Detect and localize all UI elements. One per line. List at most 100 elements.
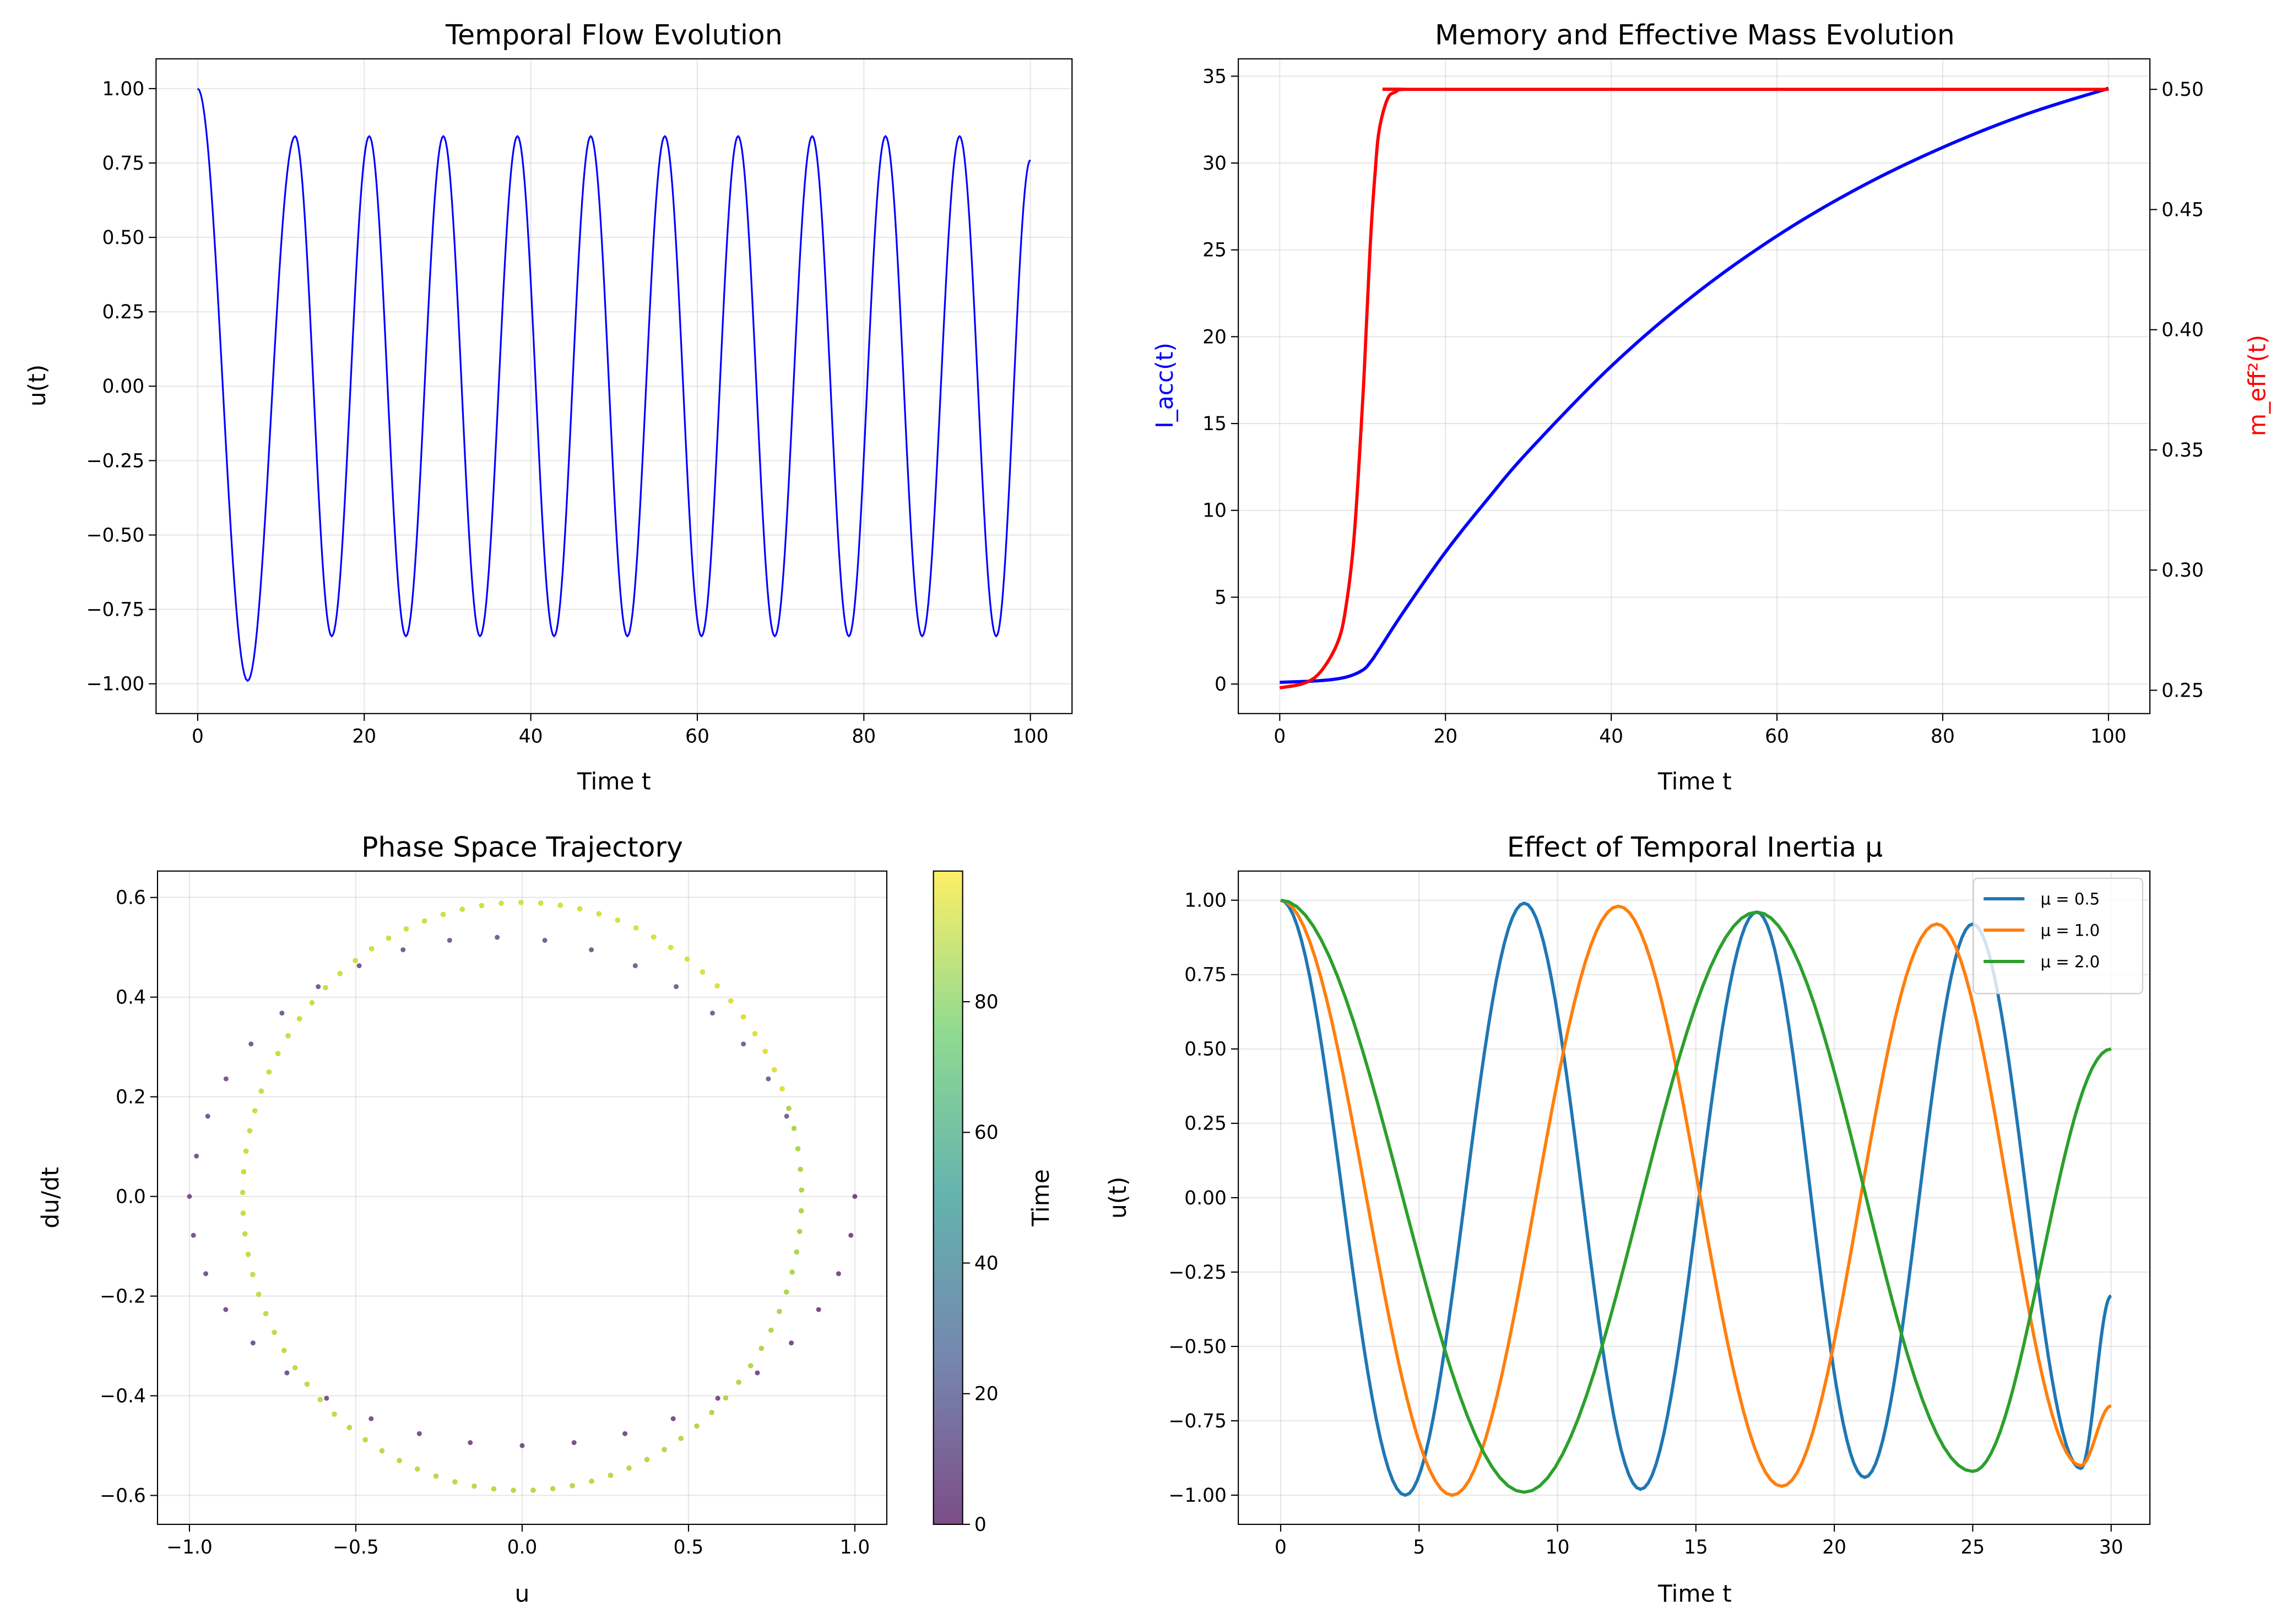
x-axis-label: Time t [1657, 768, 1732, 795]
scatter-point [797, 1229, 803, 1234]
scatter-point [789, 1340, 794, 1346]
scatter-point [622, 1431, 628, 1436]
legend-label: μ = 0.5 [2040, 890, 2100, 909]
y-tick-label: 0 [1215, 674, 1227, 696]
scatter-point [317, 1397, 323, 1403]
axes-frame [156, 870, 888, 1525]
scatter-point [779, 1086, 785, 1091]
x-tick-label: 25 [1961, 1536, 1985, 1558]
panel-temporal-inertia: Effect of Temporal Inertia μ Time t u(t)… [1104, 830, 2151, 1607]
scatter-point [241, 1169, 246, 1175]
x-tick-label: 100 [2090, 726, 2127, 748]
scatter-point [498, 900, 504, 906]
scatter-point [784, 1114, 789, 1119]
colorbar-tick-label: 80 [974, 991, 999, 1013]
y-tick-label: 0.6 [116, 887, 146, 909]
scatter-point [608, 1473, 613, 1478]
series-line-mu [1280, 898, 2112, 1494]
scatter-point [684, 957, 690, 962]
scatter-point [223, 1307, 229, 1312]
scatter-point [242, 1231, 248, 1237]
x-tick-label: −1.0 [166, 1536, 213, 1558]
y-tick-label: −0.4 [100, 1385, 146, 1407]
scatter-point [479, 903, 484, 908]
y-tick-label: 0.50 [1184, 1039, 1227, 1061]
scatter-point [194, 1153, 199, 1159]
scatter-point [272, 1329, 277, 1335]
scatter-point [356, 963, 362, 969]
y-tick-label: 15 [1202, 413, 1227, 435]
scatter-point [324, 1395, 329, 1401]
axes-frame [155, 58, 1073, 714]
scatter-point [240, 1210, 246, 1216]
scatter-point [768, 1328, 774, 1333]
scatter-point [292, 1365, 298, 1371]
x-tick-label: 80 [852, 726, 876, 748]
scatter-point [400, 947, 406, 953]
x-tick-label: 100 [1012, 726, 1049, 748]
scatter-point [309, 1000, 315, 1006]
scatter-point [304, 1381, 310, 1387]
y-right-tick-label: 0.35 [2161, 439, 2204, 461]
panel-phase-space: Phase Space Trajectory u du/dt Time −1.0… [37, 830, 1054, 1607]
scatter-point [386, 936, 391, 941]
scatter-point [472, 1484, 477, 1489]
scatter-point [758, 1345, 764, 1351]
scatter-point [404, 926, 409, 932]
y-tick-label: 0.00 [102, 376, 145, 398]
series-line-u [197, 88, 1031, 682]
scatter-point [240, 1190, 246, 1195]
scatter-point [250, 1272, 256, 1277]
scatter-point [248, 1041, 254, 1047]
scatter-point [191, 1232, 196, 1238]
scatter-point [570, 1483, 575, 1489]
y-right-tick-label: 0.50 [2161, 79, 2204, 101]
colorbar-tick-label: 40 [974, 1252, 999, 1274]
x-axis-label: Time t [1657, 1580, 1732, 1607]
scatter-point [799, 1187, 804, 1193]
scatter-point [709, 1011, 715, 1016]
scatter-point [246, 1252, 251, 1257]
scatter-point [266, 1069, 272, 1075]
scatter-point [323, 985, 328, 990]
scatter-point [369, 946, 375, 952]
scatter-point [596, 911, 601, 916]
scatter-point [519, 1443, 525, 1448]
y-tick-label: 30 [1202, 153, 1227, 175]
scatter-point [715, 1395, 720, 1401]
scatter-point [243, 1148, 249, 1154]
scatter-point [792, 1126, 797, 1131]
y-tick-label: 0.75 [102, 153, 145, 175]
scatter-point [852, 1194, 858, 1199]
scatter-point [441, 912, 446, 917]
x-tick-label: 40 [519, 726, 543, 748]
y-tick-label: 35 [1202, 66, 1227, 88]
x-tick-label: 20 [1822, 1536, 1846, 1558]
x-tick-label: 1.0 [840, 1536, 870, 1558]
y-tick-label: 25 [1202, 240, 1227, 262]
scatter-point [491, 1486, 496, 1492]
scatter-point [700, 969, 706, 975]
colorbar [933, 870, 963, 1525]
y-right-tick-label: 0.40 [2161, 319, 2204, 341]
y-tick-label: 0.4 [116, 987, 146, 1009]
scatter-point [542, 938, 548, 943]
scatter-point [723, 1395, 729, 1400]
y-tick-label: 1.00 [1184, 890, 1227, 912]
y-tick-label: −1.00 [86, 674, 144, 696]
scatter-point [316, 984, 321, 990]
series-line-mu [1280, 898, 2112, 1497]
y-axis-label: u(t) [24, 365, 51, 407]
scatter-point [762, 1049, 768, 1054]
scatter-point [772, 1067, 777, 1073]
scatter-point [589, 1479, 594, 1484]
scatter-point [223, 1076, 229, 1082]
panel-title: Effect of Temporal Inertia μ [1507, 830, 1883, 863]
scatter-point [279, 1011, 285, 1016]
scatter-point [258, 1088, 264, 1094]
y-tick-label: −0.2 [100, 1286, 146, 1308]
scatter-point [728, 998, 734, 1003]
scatter-point [633, 925, 639, 931]
x-tick-label: 10 [1546, 1536, 1570, 1558]
y-tick-label: 0.25 [1184, 1113, 1227, 1135]
